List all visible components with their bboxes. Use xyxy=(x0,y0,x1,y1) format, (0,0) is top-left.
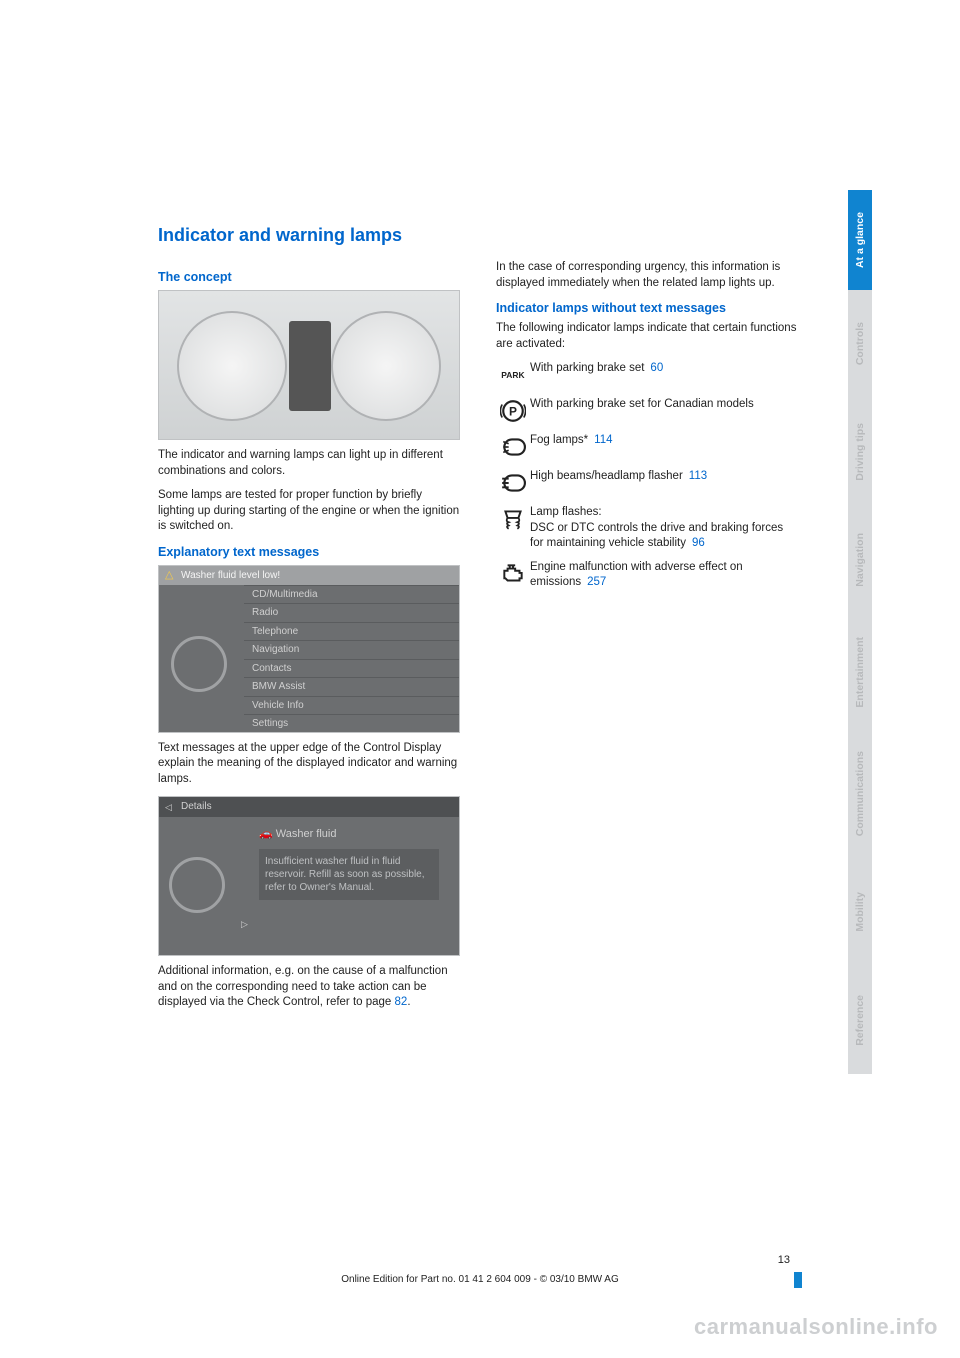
section-tabs: At a glanceControlsDriving tipsNavigatio… xyxy=(848,190,872,1074)
tab-controls[interactable]: Controls xyxy=(848,290,872,398)
right-column: In the case of corresponding urgency, th… xyxy=(496,260,798,599)
figure-idrive-menu: Washer fluid level low! CD/MultimediaRad… xyxy=(158,565,460,733)
menu-row: Settings xyxy=(244,714,459,733)
indicator-text: Lamp flashes:DSC or DTC controls the dri… xyxy=(530,505,798,552)
menu-row: CD/Multimedia xyxy=(244,585,459,604)
heading-indicator-lamps: Indicator lamps without text messages xyxy=(496,301,798,315)
indicator-row: P With parking brake set for Canadian mod… xyxy=(496,397,798,425)
paragraph: In the case of corresponding urgency, th… xyxy=(496,260,798,291)
park-text-icon: PARK xyxy=(496,361,530,389)
heading-the-concept: The concept xyxy=(158,270,460,284)
fog-lamp-icon xyxy=(496,433,530,461)
svg-text:P: P xyxy=(509,404,517,418)
high-beam-icon xyxy=(496,469,530,497)
indicator-text: High beams/headlamp flasher113 xyxy=(530,469,798,485)
tab-mobility[interactable]: Mobility xyxy=(848,858,872,966)
menu-row: BMW Assist xyxy=(244,677,459,696)
paragraph-check-control: Additional information, e.g. on the caus… xyxy=(158,964,460,1011)
detail-caption: 🚗 Washer fluid xyxy=(259,827,337,840)
menu-row: Radio xyxy=(244,603,459,622)
svg-text:PARK: PARK xyxy=(501,370,525,380)
engine-malfunction-icon xyxy=(496,560,530,588)
page-link-82[interactable]: 82 xyxy=(395,996,408,1008)
paragraph: The following indicator lamps indicate t… xyxy=(496,321,798,352)
paragraph: Some lamps are tested for proper functio… xyxy=(158,488,460,535)
indicator-row: Lamp flashes:DSC or DTC controls the dri… xyxy=(496,505,798,552)
indicator-text: With parking brake set60 xyxy=(530,361,798,377)
page-link[interactable]: 96 xyxy=(692,537,705,549)
indicator-text: With parking brake set for Canadian mode… xyxy=(530,397,798,413)
tab-entertainment[interactable]: Entertainment xyxy=(848,614,872,730)
watermark: carmanualsonline.info xyxy=(694,1314,938,1340)
indicator-row: PARK With parking brake set60 xyxy=(496,361,798,389)
figure-instrument-cluster xyxy=(158,290,460,440)
page-number: 13 xyxy=(778,1254,790,1266)
indicator-table: PARK With parking brake set60 P With parkin… xyxy=(496,361,798,591)
detail-header: Details xyxy=(159,797,459,817)
menu-row: Navigation xyxy=(244,640,459,659)
page-link[interactable]: 113 xyxy=(689,470,707,482)
footer-copyright: Online Edition for Part no. 01 41 2 604 … xyxy=(0,1274,960,1285)
tab-communications[interactable]: Communications xyxy=(848,730,872,858)
tab-driving-tips[interactable]: Driving tips xyxy=(848,398,872,506)
indicator-row: Engine malfunction with adverse effect o… xyxy=(496,560,798,591)
tab-at-a-glance[interactable]: At a glance xyxy=(848,190,872,290)
menu-row: Vehicle Info xyxy=(244,696,459,715)
paragraph: Text messages at the upper edge of the C… xyxy=(158,741,460,788)
menu-row: Contacts xyxy=(244,659,459,678)
page-title: Indicator and warning lamps xyxy=(158,225,798,246)
indicator-row: High beams/headlamp flasher113 xyxy=(496,469,798,497)
indicator-text: Engine malfunction with adverse effect o… xyxy=(530,560,798,591)
tab-navigation[interactable]: Navigation xyxy=(848,506,872,614)
parking-brake-icon: P xyxy=(496,397,530,425)
figure-idrive-detail: Details 🚗 Washer fluid Insufficient wash… xyxy=(158,796,460,956)
detail-box: Insufficient washer fluid in fluid reser… xyxy=(259,849,439,900)
left-column: The concept The indicator and warning la… xyxy=(158,260,460,1020)
page-link[interactable]: 114 xyxy=(594,434,612,446)
tab-reference[interactable]: Reference xyxy=(848,966,872,1074)
dsc-icon xyxy=(496,505,530,533)
paragraph: The indicator and warning lamps can ligh… xyxy=(158,448,460,479)
heading-explanatory: Explanatory text messages xyxy=(158,545,460,559)
indicator-text: Fog lamps*114 xyxy=(530,433,798,449)
page-link[interactable]: 257 xyxy=(587,576,606,588)
indicator-row: Fog lamps*114 xyxy=(496,433,798,461)
menu-warning-bar: Washer fluid level low! xyxy=(159,566,459,585)
page-link[interactable]: 60 xyxy=(650,362,663,374)
page-content: Indicator and warning lamps The concept … xyxy=(158,225,798,1020)
menu-row: Telephone xyxy=(244,622,459,641)
